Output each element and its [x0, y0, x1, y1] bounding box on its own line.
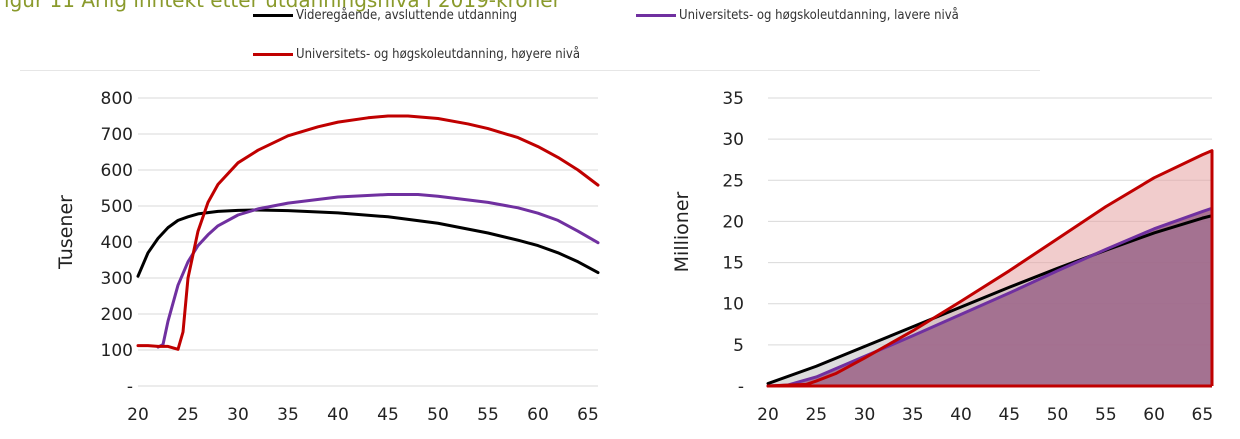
legend-swatch-black: [253, 14, 293, 17]
left-y-tick-label: 200: [101, 305, 133, 325]
left-series-line: [136, 208, 600, 278]
right-series-line: [766, 149, 1214, 388]
legend-swatch-red: [253, 53, 293, 56]
legend-divider: [20, 70, 1040, 71]
left-y-tick-label: 300: [101, 269, 133, 289]
figure-title: Figur 11 Årlig inntekt etter utdanningsn…: [0, 0, 561, 12]
left-x-tick-label: 45: [377, 405, 399, 425]
cumulative-area-chart: - 5 10 15 20 25 30 35 20 25 30 35 40 45 50 55 60 65 Millio…: [671, 89, 1214, 425]
legend-item-lavere-niva: Universitets- og høgskoleutdanning, lave…: [636, 8, 959, 23]
left-x-tick-label: 20: [127, 405, 149, 425]
left-x-tick-label: 65: [577, 405, 599, 425]
legend-label: Videregående, avsluttende utdanning: [296, 8, 518, 23]
left-x-tick-label: 40: [327, 405, 349, 425]
legend-item-videregaende: Videregående, avsluttende utdanning: [253, 8, 517, 23]
left-series-line: [156, 192, 600, 349]
right-x-tick-label: 55: [1095, 405, 1117, 425]
right-series-line: [766, 206, 1214, 388]
left-y-tick-label: -: [127, 377, 133, 397]
right-x-tick-label: 45: [998, 405, 1020, 425]
right-x-tick-label: 65: [1192, 405, 1214, 425]
right-x-tick-label: 20: [757, 405, 779, 425]
left-y-tick-label: 800: [101, 89, 133, 109]
right-y-tick-label: 35: [722, 89, 744, 109]
left-y-tick-label: 700: [101, 125, 133, 145]
legend: Videregående, avsluttende utdanning Univ…: [0, 0, 1240, 71]
right-y-tick-label: 20: [722, 212, 744, 232]
right-x-tick-label: 60: [1143, 405, 1165, 425]
left-x-tick-label: 30: [227, 405, 249, 425]
right-y-tick-label: 15: [722, 254, 744, 274]
right-x-tick-label: 50: [1047, 405, 1069, 425]
right-x-tick-label: 40: [950, 405, 972, 425]
right-y-tick-label: 5: [733, 336, 744, 356]
left-x-tick-label: 50: [427, 405, 449, 425]
right-y-tick-label: -: [738, 377, 744, 397]
left-y-tick-label: 100: [101, 341, 133, 361]
legend-item-hoyere-niva: Universitets- og høgskoleutdanning, høye…: [253, 47, 580, 62]
left-y-tick-label: 500: [101, 197, 133, 217]
left-x-tick-label: 25: [177, 405, 199, 425]
left-x-tick-label: 60: [527, 405, 549, 425]
left-y-axis-title: Tusener: [55, 195, 77, 270]
legend-label: Universitets- og høgskoleutdanning, lave…: [679, 8, 959, 23]
right-y-tick-label: 10: [722, 295, 744, 315]
right-x-tick-label: 30: [854, 405, 876, 425]
right-series-line: [766, 214, 1214, 386]
left-x-tick-label: 35: [277, 405, 299, 425]
income-line-chart: - 100 200 300 400 500 600 700 800 20 25 30 35 40 45 50 5…: [55, 89, 600, 425]
left-series-line: [136, 114, 600, 351]
right-x-tick-label: 35: [902, 405, 924, 425]
right-y-axis-title: Millioner: [671, 191, 693, 272]
legend-swatch-purple: [636, 14, 676, 17]
left-y-tick-label: 400: [101, 233, 133, 253]
right-x-tick-label: 25: [805, 405, 827, 425]
right-y-tick-label: 30: [722, 130, 744, 150]
left-y-tick-label: 600: [101, 161, 133, 181]
left-x-tick-label: 55: [477, 405, 499, 425]
right-y-tick-label: 25: [722, 171, 744, 191]
legend-label: Universitets- og høgskoleutdanning, høye…: [296, 47, 580, 62]
